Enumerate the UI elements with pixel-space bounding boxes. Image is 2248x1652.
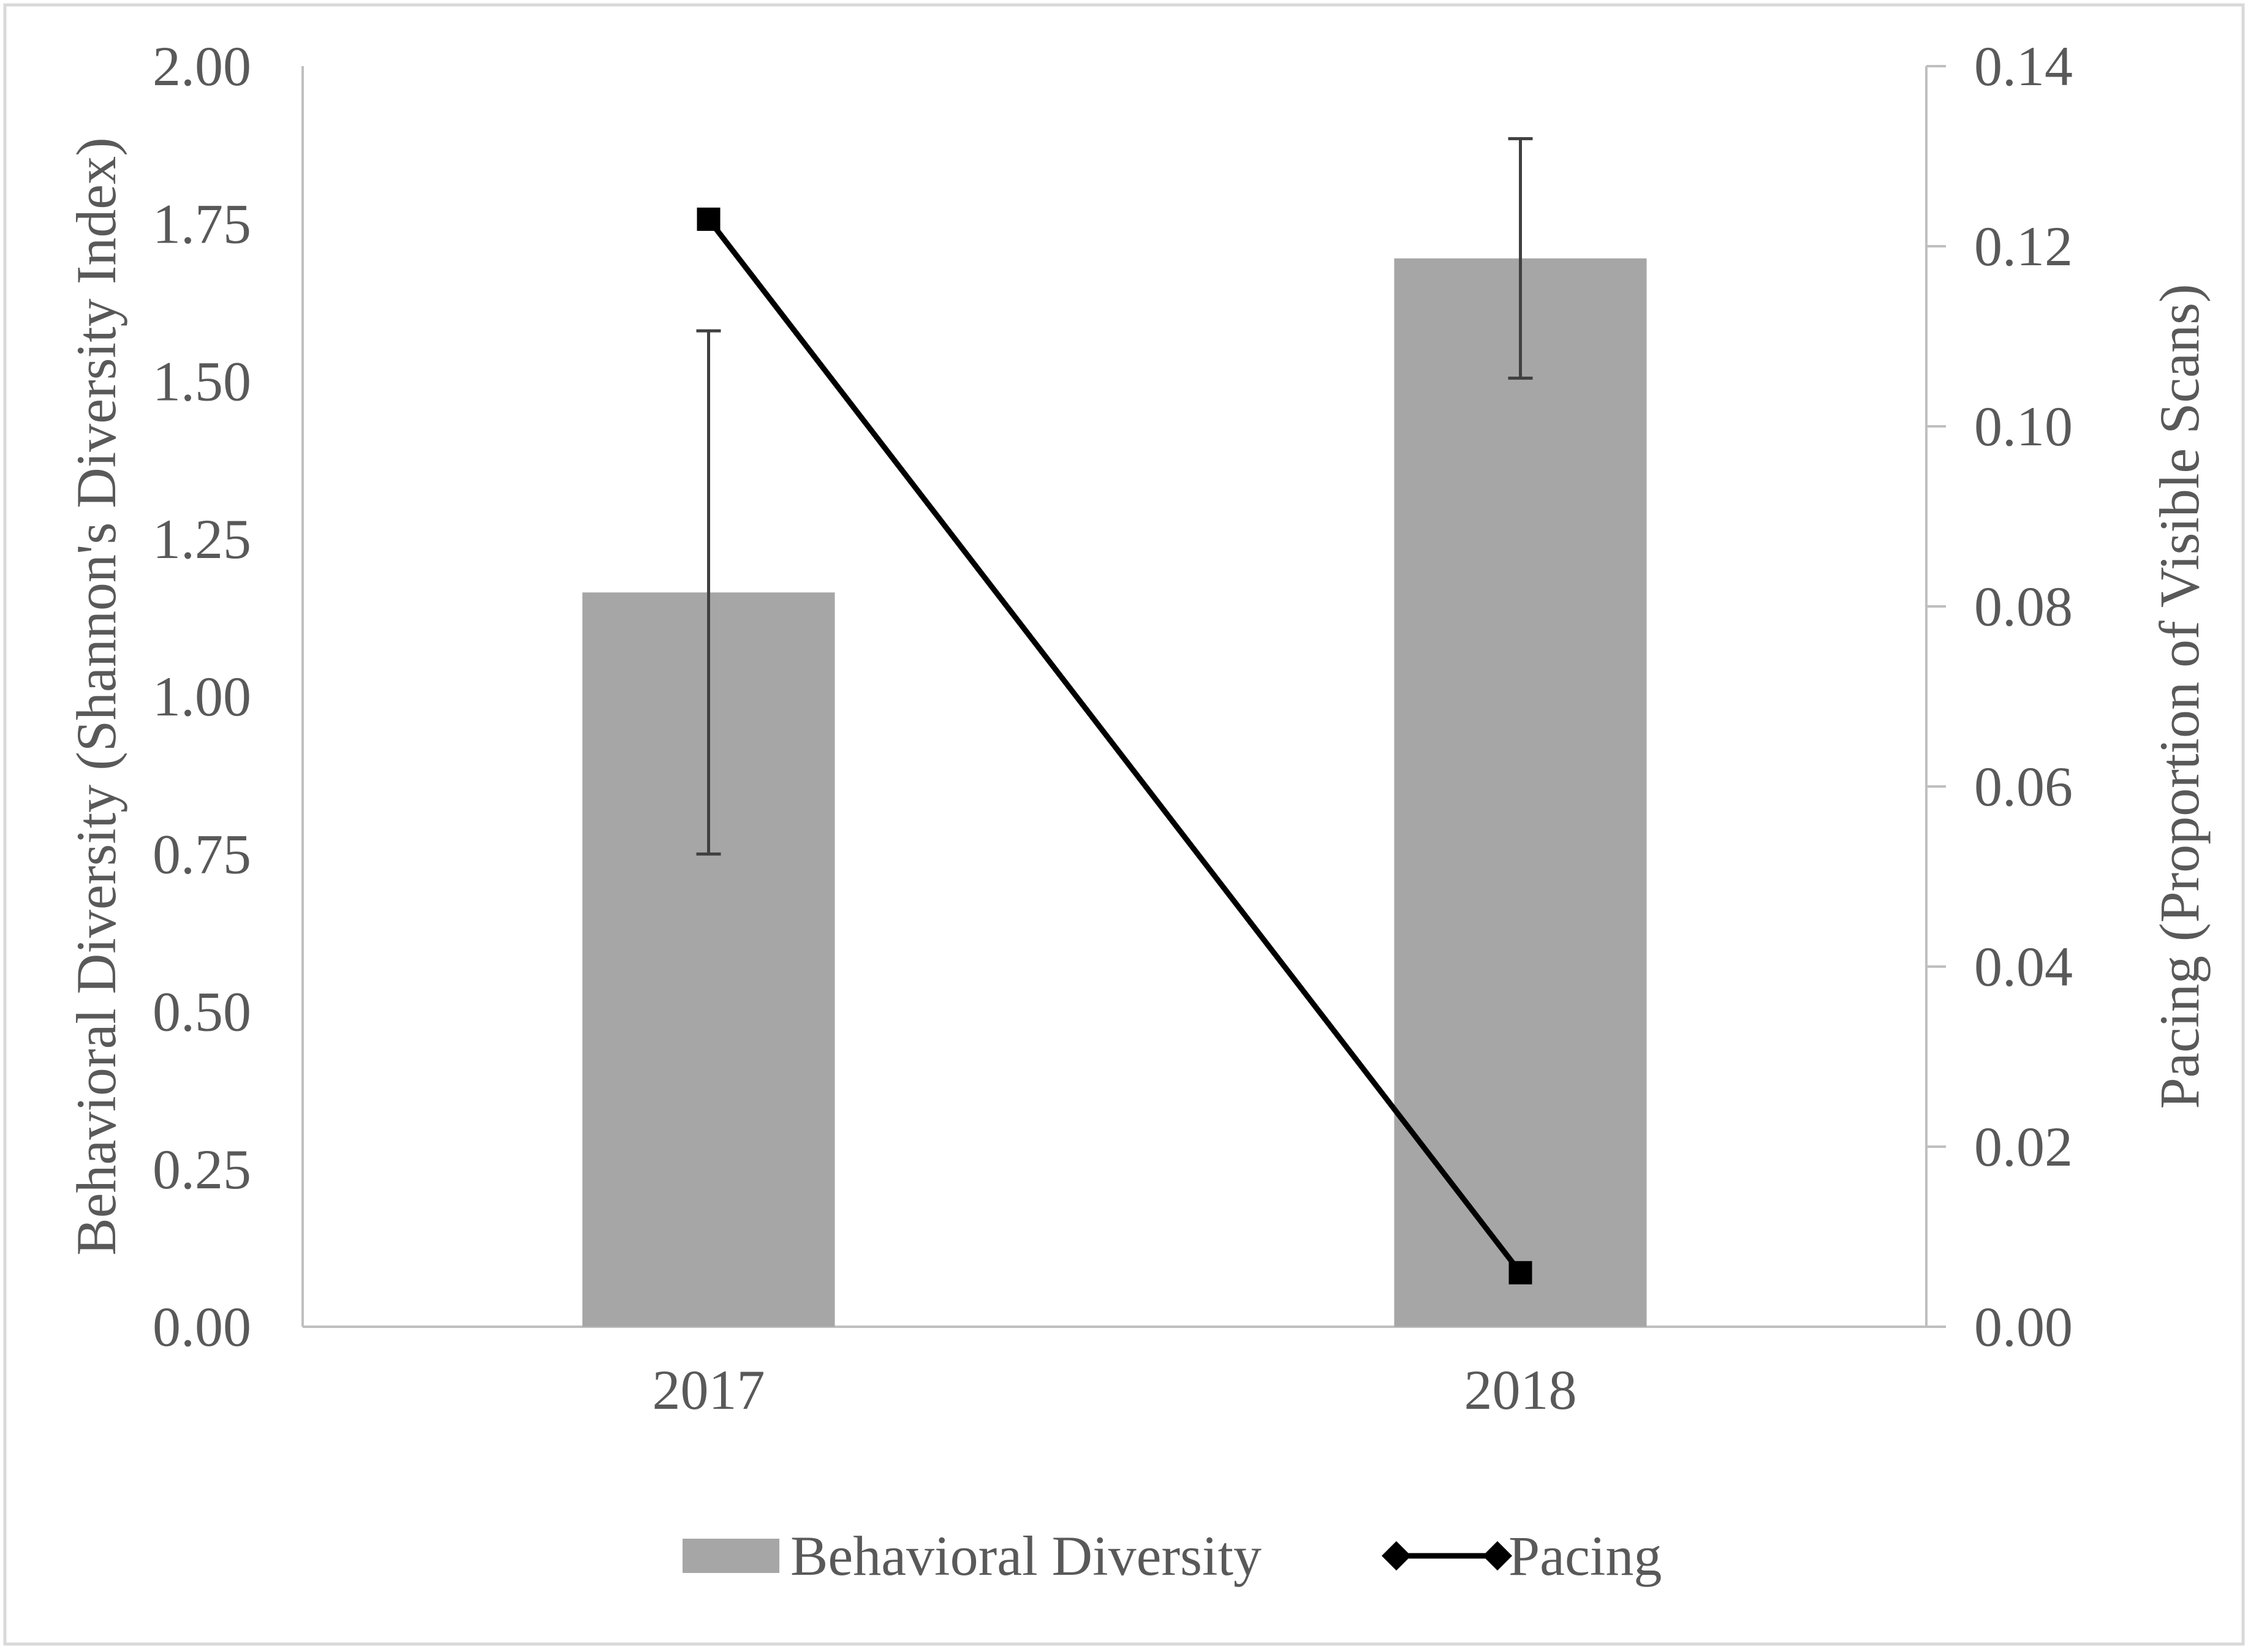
legend-marker-pacing <box>1382 1541 1411 1571</box>
y-tick-label-right: 0.10 <box>1974 395 2073 458</box>
pacing-marker <box>697 207 721 231</box>
pacing-line <box>706 217 1523 1275</box>
y-tick-label-left: 0.25 <box>153 1138 251 1201</box>
y-axis-title-left: Behavioral Diversity (Shannon's Diversit… <box>65 137 127 1256</box>
y-tick-label-left: 1.75 <box>153 192 251 255</box>
legend-marker-pacing <box>1483 1541 1512 1571</box>
y-tick-label-left: 0.50 <box>153 981 251 1043</box>
x-tick-label: 2017 <box>653 1359 765 1421</box>
y-tick-label-left: 2.00 <box>153 35 251 97</box>
y-tick-label-right: 0.04 <box>1974 935 2073 998</box>
chart-frame <box>3 3 2245 1646</box>
pacing-marker <box>1508 1261 1532 1284</box>
y-tick-label-left: 1.00 <box>153 665 251 728</box>
x-tick-label: 2018 <box>1464 1359 1577 1421</box>
legend-swatch-bar <box>683 1539 779 1573</box>
legend-label-behavioral-diversity: Behavioral Diversity <box>790 1525 1262 1587</box>
y-tick-label-right: 0.12 <box>1974 215 2073 277</box>
y-tick-label-left: 0.00 <box>153 1296 251 1358</box>
y-tick-label-left: 1.50 <box>153 350 251 413</box>
legend-label-pacing: Pacing <box>1508 1525 1662 1587</box>
y-tick-label-right: 0.06 <box>1974 755 2073 818</box>
y-tick-label-right: 0.00 <box>1974 1296 2073 1358</box>
bar <box>1394 258 1647 1327</box>
y-tick-label-left: 1.25 <box>153 508 251 570</box>
y-tick-label-right: 0.02 <box>1974 1115 2073 1178</box>
y-tick-label-right: 0.08 <box>1974 575 2073 638</box>
y-tick-label-right: 0.14 <box>1974 35 2073 97</box>
y-axis-title-right: Pacing (Proportion of Visible Scans) <box>2148 284 2211 1109</box>
y-tick-label-left: 0.75 <box>153 823 251 885</box>
